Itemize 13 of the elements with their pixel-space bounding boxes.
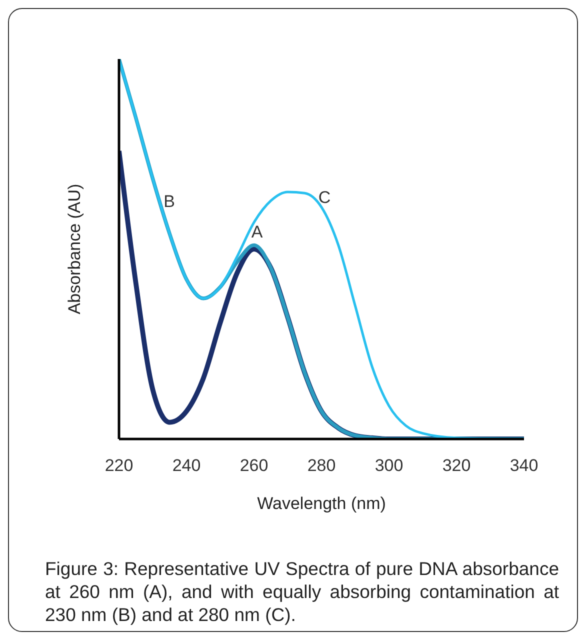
- x-tick-label: 340: [510, 456, 538, 476]
- caption: Figure 3: Representative UV Spectra of pure DNA absorbance at 260 nm (A), and with equally absorbing contamination at 230 nm (B) and at 280 nm (C).: [45, 557, 559, 626]
- annotation: C: [318, 188, 331, 208]
- x-tick-label: 300: [374, 456, 404, 476]
- x-axis-title: Wavelength (nm): [257, 494, 386, 513]
- y-axis-title: Absorbance (AU): [65, 184, 84, 314]
- x-tick-label: 240: [172, 456, 201, 476]
- x-tick-label: 260: [240, 456, 268, 476]
- x-tick-label: 320: [442, 456, 471, 476]
- annotation: B: [164, 192, 175, 211]
- annotation: A: [251, 222, 264, 242]
- x-tick-label: 280: [307, 456, 336, 476]
- x-tick-label: 220: [104, 456, 134, 476]
